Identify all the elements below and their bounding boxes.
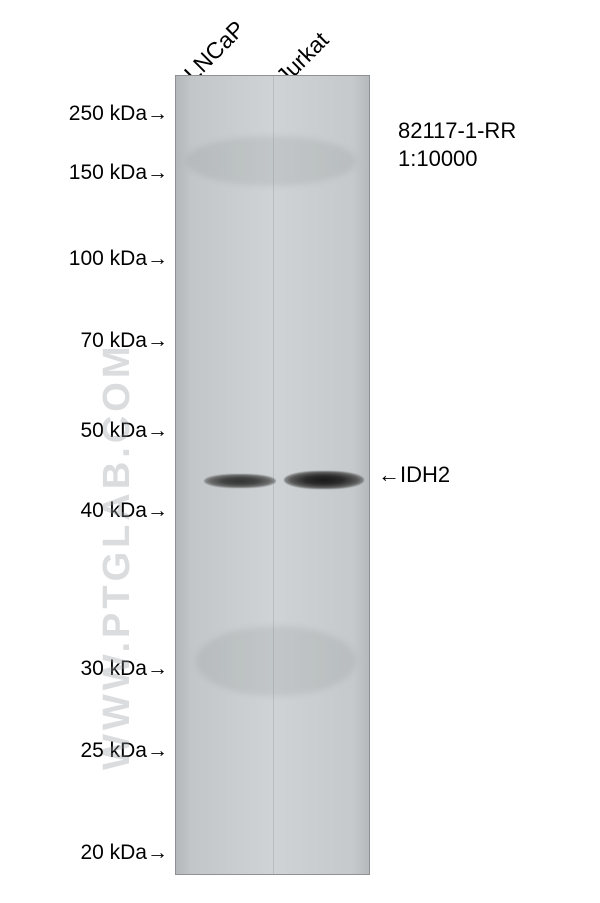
blot-figure: LNCaP Jurkat 250 kDa→ 150 kDa→ 100 kDa→ … xyxy=(0,0,600,903)
band-lane1 xyxy=(204,474,276,488)
arrow-left-icon: ← xyxy=(378,462,400,487)
ladder-70: 70 kDa→ xyxy=(48,329,168,353)
band-lane2 xyxy=(284,471,364,489)
lane-divider xyxy=(273,76,274,874)
ladder-25: 25 kDa→ xyxy=(48,739,168,763)
watermark: WWW.PTGLAB.COM xyxy=(96,343,139,770)
ladder-100: 100 kDa→ xyxy=(36,247,168,271)
ladder-20: 20 kDa→ xyxy=(48,841,168,865)
antibody-id: 82117-1-RR xyxy=(398,118,516,144)
ladder-150: 150 kDa→ xyxy=(36,161,168,185)
ladder-50: 50 kDa→ xyxy=(48,419,168,443)
dilution: 1:10000 xyxy=(398,146,478,172)
blot-membrane xyxy=(175,75,370,875)
ladder-40: 40 kDa→ xyxy=(48,499,168,523)
ladder-250: 250 kDa→ xyxy=(36,102,168,126)
band-label-idh2: ←IDH2 xyxy=(378,462,450,488)
smudge xyxy=(196,626,356,696)
ladder-30: 30 kDa→ xyxy=(48,657,168,681)
smudge xyxy=(186,136,356,186)
